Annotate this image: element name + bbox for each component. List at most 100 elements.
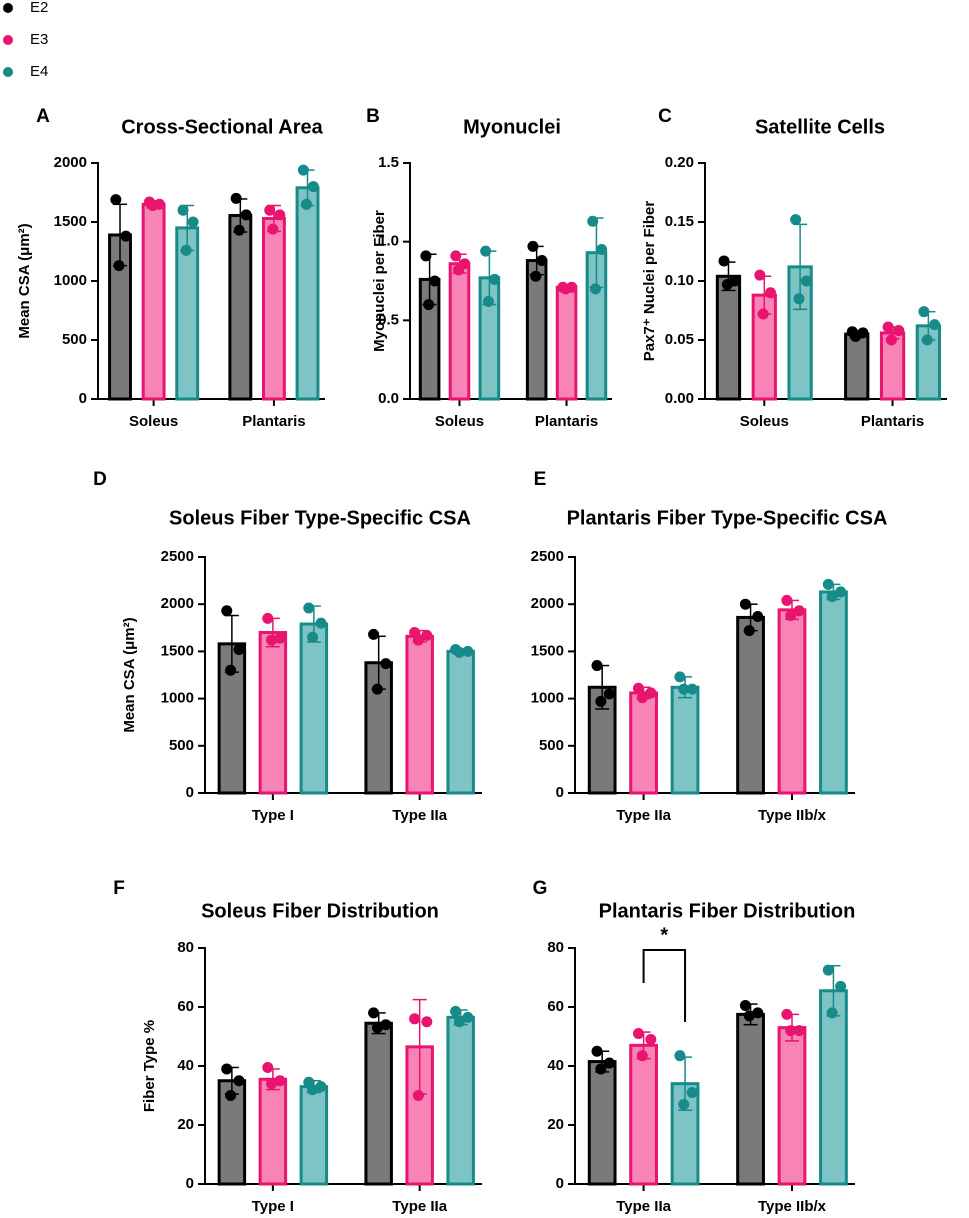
legend-marker <box>3 35 13 45</box>
y-axis-label: Fiber Type % <box>141 1020 158 1112</box>
chart-title: Satellite Cells <box>755 116 885 138</box>
data-point <box>686 683 698 695</box>
y-axis-label: Pax7⁺ Nuclei per Fiber <box>641 201 658 362</box>
y-tick-label: 2000 <box>161 595 194 612</box>
data-point <box>678 683 690 695</box>
x-tick-label: Plantaris <box>242 413 305 430</box>
data-point <box>603 1057 615 1069</box>
data-point <box>274 209 286 221</box>
y-tick-label: 0.15 <box>665 213 694 230</box>
data-point <box>752 1007 764 1019</box>
data-point <box>591 1045 603 1057</box>
data-point <box>743 1010 755 1022</box>
panel: B Myonuclei Myonuclei per Fiber 0.0 0.5 1.0 1.… <box>366 106 612 430</box>
data-point <box>421 629 433 641</box>
data-point <box>453 264 465 276</box>
y-tick-label: 80 <box>177 939 194 956</box>
y-tick-label: 1500 <box>161 642 194 659</box>
data-point <box>262 1061 274 1073</box>
data-point <box>221 605 233 617</box>
data-point <box>793 605 805 617</box>
data-point <box>752 610 764 622</box>
data-point <box>412 1090 424 1101</box>
data-point <box>590 283 602 295</box>
y-axis-label: Myonuclei per Fiber <box>371 210 388 352</box>
y-tick-label: 0.00 <box>665 390 694 407</box>
data-point <box>110 194 122 206</box>
data-point <box>632 682 644 694</box>
bar <box>405 634 434 795</box>
chart-title: Soleus Fiber Distribution <box>201 900 439 922</box>
data-point <box>315 617 327 629</box>
y-tick-label: 0.05 <box>665 331 694 348</box>
significance-bracket <box>642 949 687 1022</box>
data-point <box>754 269 766 281</box>
data-point <box>560 283 572 295</box>
y-tick-label: 0.5 <box>378 311 399 328</box>
y-tick-label: 2000 <box>531 595 564 612</box>
legend-label: E3 <box>30 31 48 48</box>
panel-letter: G <box>533 878 548 899</box>
data-point <box>674 671 686 683</box>
y-tick-label: 40 <box>177 1057 194 1074</box>
bar <box>819 590 848 795</box>
data-point <box>781 1008 793 1020</box>
data-point <box>113 260 125 272</box>
x-tick-label: Plantaris <box>861 413 924 430</box>
chart-title: Plantaris Fiber Distribution <box>599 900 856 922</box>
bar <box>715 274 742 401</box>
data-point <box>587 215 599 227</box>
bar <box>736 1012 765 1186</box>
x-tick-label: Soleus <box>129 413 178 430</box>
y-tick-label: 0.10 <box>665 272 694 289</box>
x-tick-label: Type IIb/x <box>758 1198 827 1215</box>
data-point <box>266 634 278 646</box>
data-point <box>147 199 159 211</box>
data-point <box>177 204 189 216</box>
data-point <box>380 1019 392 1031</box>
legend-marker <box>3 67 13 77</box>
data-point <box>450 250 462 262</box>
data-point <box>785 1025 797 1037</box>
y-tick-label: 0 <box>186 784 194 801</box>
data-point <box>409 1013 421 1025</box>
data-point <box>826 591 838 603</box>
data-point <box>739 598 751 610</box>
data-point <box>274 1075 286 1087</box>
y-tick-label: 80 <box>547 939 564 956</box>
bar <box>736 615 765 795</box>
data-point <box>233 1075 245 1087</box>
bar <box>819 989 848 1186</box>
data-point <box>233 644 245 656</box>
y-tick-label: 500 <box>62 331 87 348</box>
x-tick-label: Soleus <box>435 413 484 430</box>
y-tick-label: 1500 <box>54 213 87 230</box>
data-point <box>230 192 242 204</box>
data-point <box>221 1063 233 1075</box>
data-point <box>800 275 812 287</box>
chart-title: Soleus Fiber Type-Specific CSA <box>169 507 471 529</box>
data-point <box>603 688 615 700</box>
data-point <box>423 299 435 311</box>
data-point <box>893 325 905 337</box>
data-point <box>180 244 192 256</box>
y-axis-label: Mean CSA (μm²) <box>121 617 138 732</box>
data-point <box>225 1090 237 1101</box>
data-point <box>300 198 312 210</box>
data-point <box>303 602 315 614</box>
bar <box>299 622 329 795</box>
data-point <box>380 658 392 670</box>
x-tick-label: Type IIa <box>616 807 671 824</box>
panel-letter: F <box>113 878 125 899</box>
data-point <box>757 308 769 320</box>
y-tick-label: 2500 <box>161 548 194 565</box>
data-point <box>187 216 199 228</box>
data-point <box>266 1078 278 1090</box>
data-point <box>929 319 941 331</box>
bar <box>629 691 658 795</box>
bar <box>448 262 471 401</box>
data-point <box>307 181 319 193</box>
x-tick-label: Type IIa <box>392 807 447 824</box>
x-tick-label: Type IIa <box>616 1198 671 1215</box>
panel-letter: B <box>366 106 380 127</box>
